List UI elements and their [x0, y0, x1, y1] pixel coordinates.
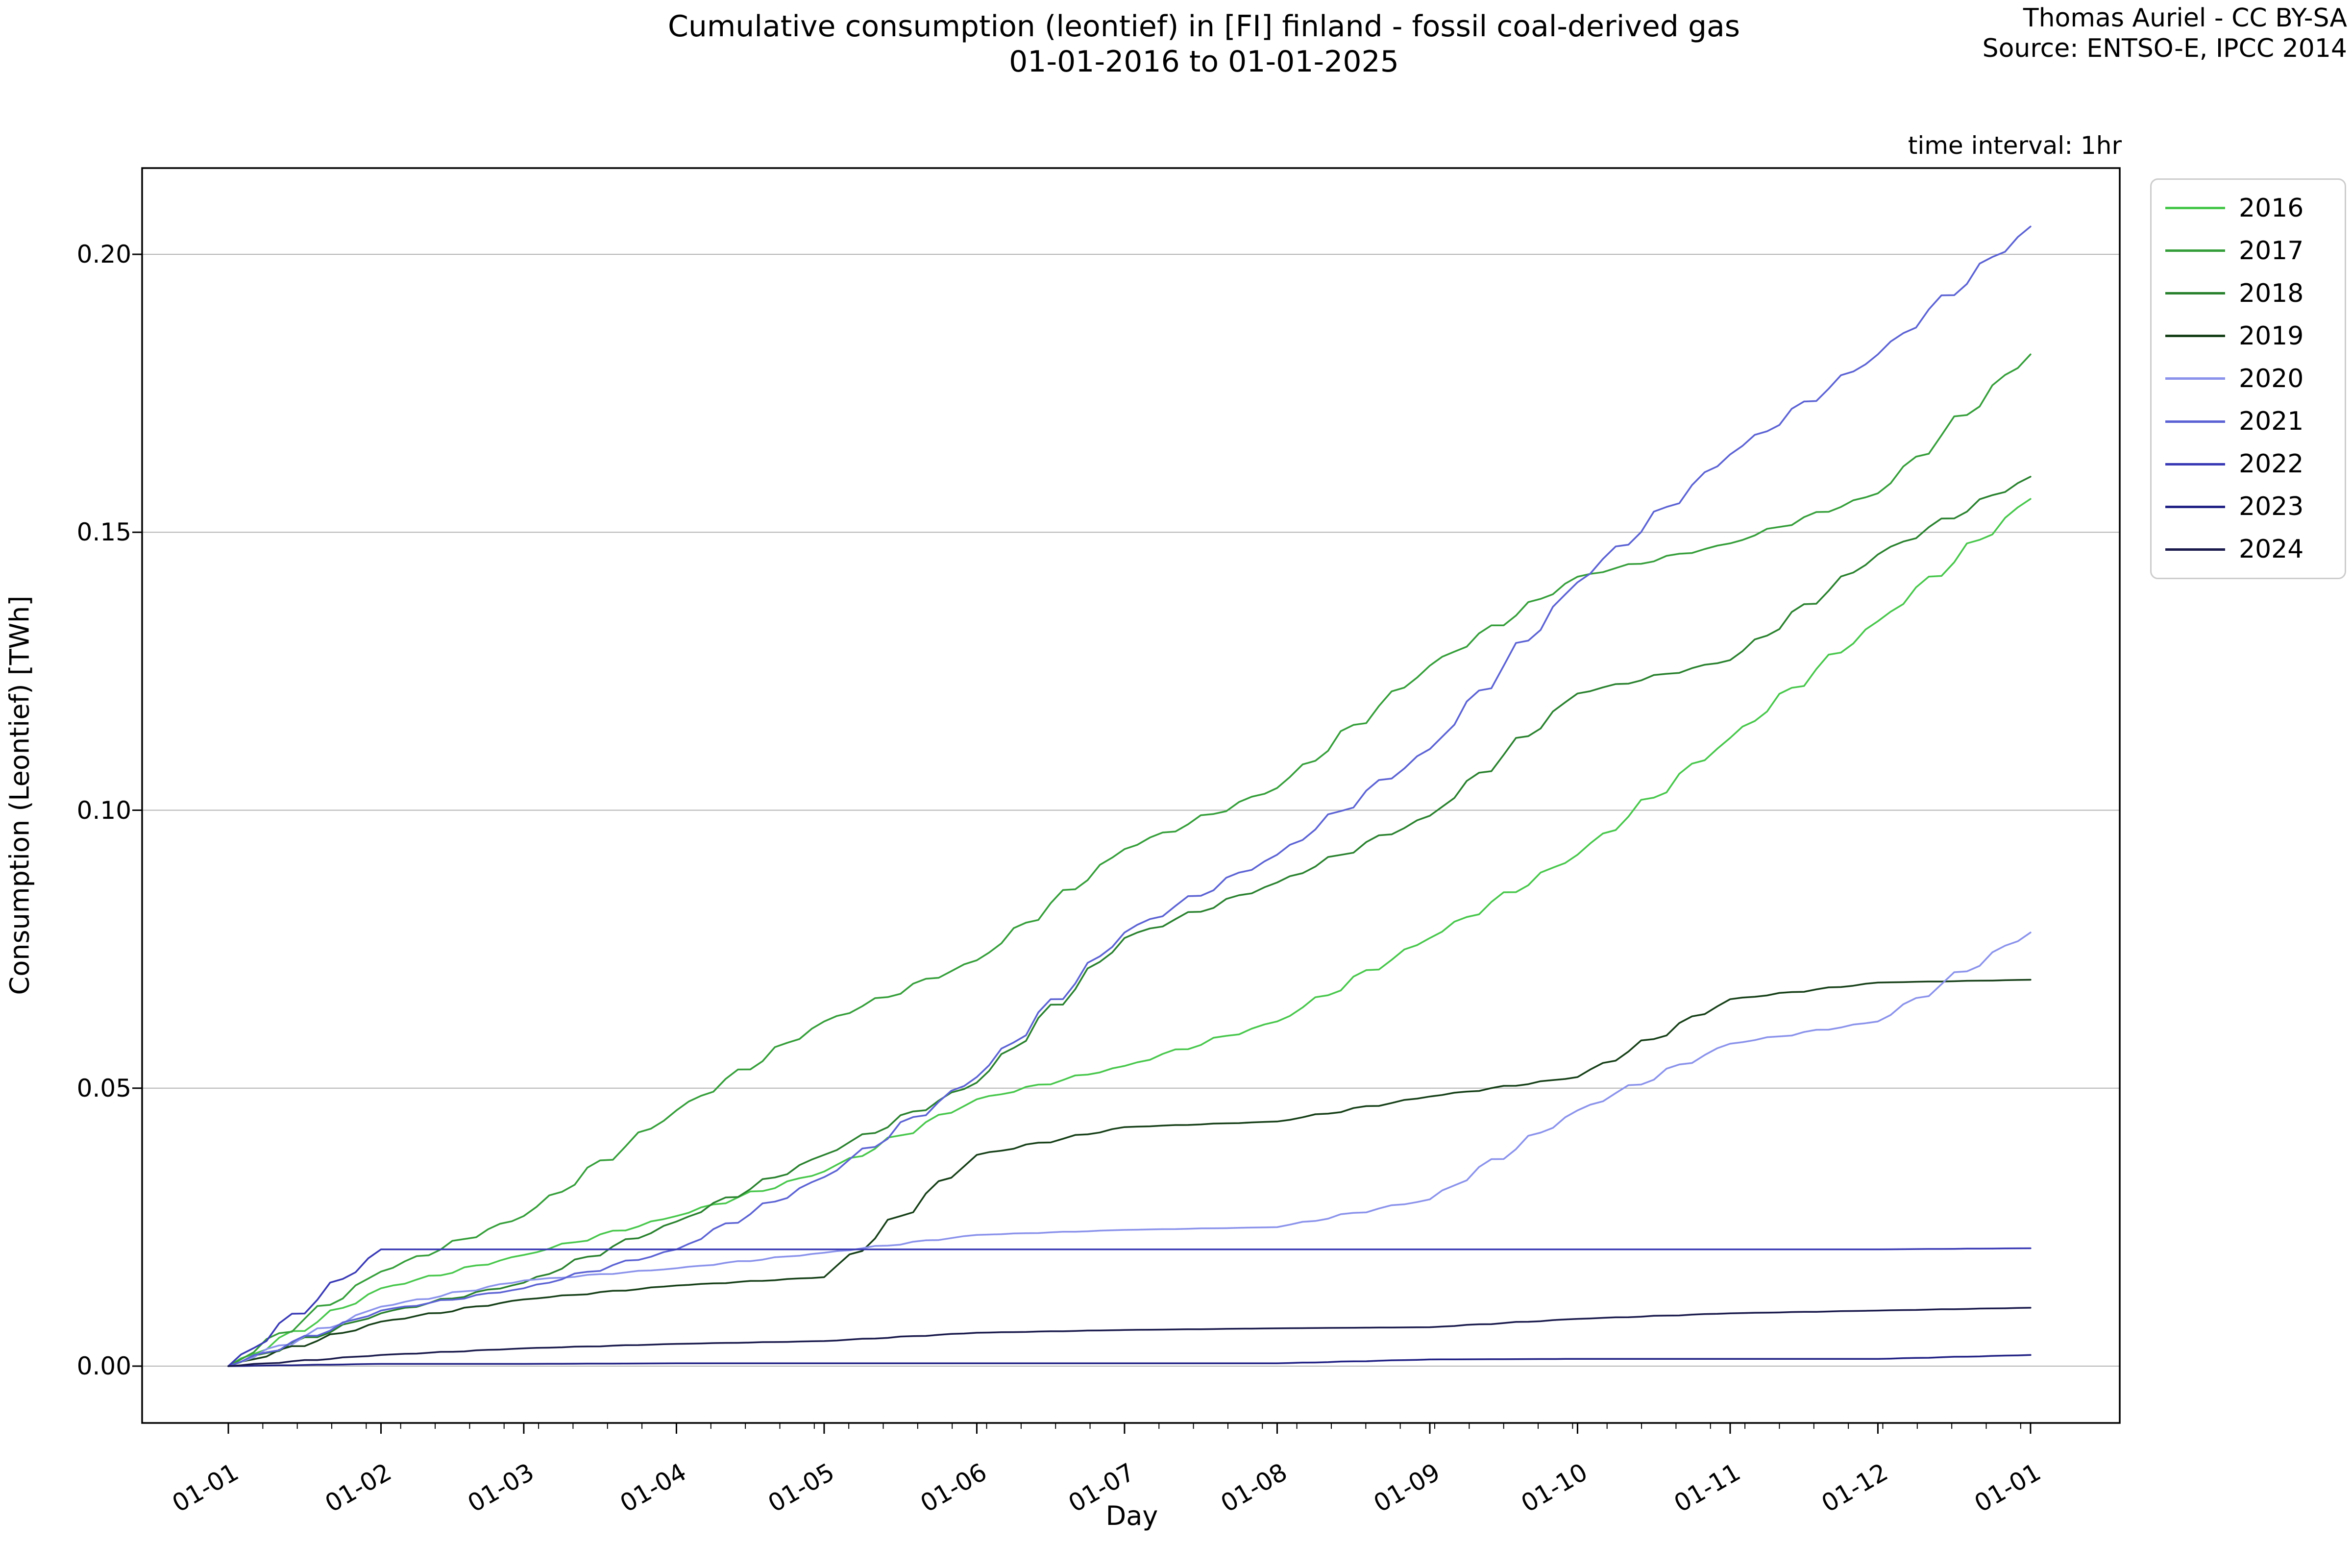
- y-tick-label: 0.00: [76, 1352, 131, 1380]
- legend-item-2018: 2018: [2156, 279, 2340, 308]
- legend-line-sample: [2165, 292, 2225, 295]
- legend-item-2022: 2022: [2156, 449, 2340, 479]
- legend-item-2021: 2021: [2156, 407, 2340, 436]
- legend-line-sample: [2165, 335, 2225, 338]
- y-tick-label: 0.05: [76, 1074, 131, 1102]
- series-line-2020: [227, 931, 2032, 1367]
- axes-spines: [141, 167, 2121, 1424]
- series-line-2017: [227, 353, 2032, 1367]
- legend-label: 2022: [2239, 449, 2304, 479]
- credit-text: Thomas Auriel - CC BY-SA Source: ENTSO-E…: [1983, 3, 2347, 64]
- legend-item-2020: 2020: [2156, 364, 2340, 393]
- credit-source: Source: ENTSO-E, IPCC 2014: [1982, 34, 2347, 63]
- data-series: [227, 225, 2032, 1367]
- legend: 2016 2017 2018 2019 2020 2021 2022 2023 2024: [2150, 178, 2346, 579]
- credit-author: Thomas Auriel - CC BY-SA: [2023, 3, 2347, 33]
- legend-label: 2024: [2239, 535, 2304, 564]
- series-line-2016: [227, 498, 2032, 1367]
- legend-label: 2017: [2239, 236, 2304, 266]
- chart-title-line1: Cumulative consumption (leontief) in [FI…: [667, 9, 1740, 44]
- legend-line-sample: [2165, 463, 2225, 466]
- y-tick-label: 0.20: [76, 240, 131, 269]
- gridlines: [142, 254, 2120, 1367]
- legend-item-2023: 2023: [2156, 492, 2340, 521]
- legend-label: 2019: [2239, 321, 2304, 351]
- legend-item-2016: 2016: [2156, 194, 2340, 223]
- legend-line-sample: [2165, 420, 2225, 423]
- series-line-2018: [227, 476, 2032, 1367]
- legend-item-2017: 2017: [2156, 236, 2340, 266]
- axis-ticks: [132, 253, 2032, 1434]
- legend-label: 2018: [2239, 278, 2304, 308]
- time-interval-note: time interval: 1hr: [1908, 131, 2122, 160]
- legend-label: 2016: [2239, 193, 2304, 223]
- y-tick-label: 0.15: [76, 518, 131, 547]
- y-tick-label: 0.10: [76, 796, 131, 825]
- series-line-2019: [227, 979, 2032, 1367]
- x-axis-label: Day: [1105, 1500, 1158, 1531]
- legend-line-sample: [2165, 505, 2225, 508]
- series-line-2021: [227, 225, 2032, 1367]
- legend-item-2019: 2019: [2156, 321, 2340, 351]
- y-axis-label: Consumption (Leontief) [TWh]: [4, 595, 35, 995]
- legend-label: 2023: [2239, 492, 2304, 522]
- chart-title: Cumulative consumption (leontief) in [FI…: [668, 9, 1740, 79]
- legend-label: 2021: [2239, 407, 2304, 437]
- legend-line-sample: [2165, 548, 2225, 551]
- series-line-2023: [227, 1354, 2032, 1367]
- legend-line-sample: [2165, 249, 2225, 252]
- chart-title-line2: 01-01-2016 to 01-01-2025: [1009, 45, 1399, 79]
- legend-item-2024: 2024: [2156, 535, 2340, 564]
- legend-line-sample: [2165, 377, 2225, 380]
- series-line-2024: [227, 1307, 2032, 1367]
- legend-label: 2020: [2239, 364, 2304, 393]
- legend-line-sample: [2165, 207, 2225, 210]
- series-line-2022: [227, 1247, 2032, 1367]
